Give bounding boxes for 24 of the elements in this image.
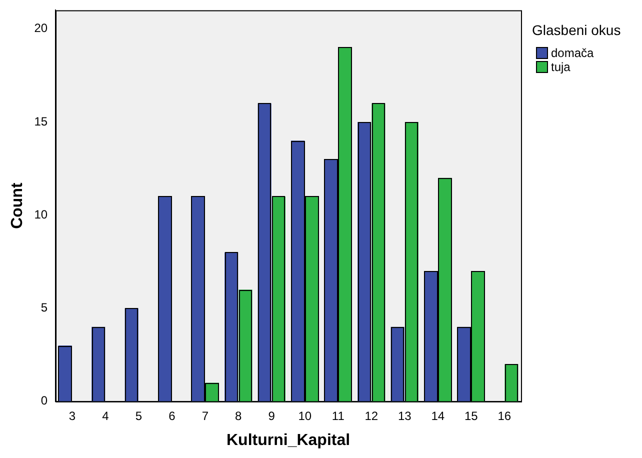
- x-tick-label: 3: [68, 408, 76, 423]
- x-tick-label: 16: [498, 408, 512, 423]
- x-tick-label: 10: [298, 408, 312, 423]
- x-axis-title: Kulturni_Kapital: [226, 432, 350, 449]
- x-tick-label: 9: [268, 408, 276, 423]
- x-tick-label: 6: [168, 408, 176, 423]
- y-tick-label: 0: [40, 394, 48, 408]
- y-tick-label: 5: [40, 300, 48, 315]
- x-tick-label: 12: [364, 408, 378, 423]
- y-axis-title: Count: [9, 182, 26, 229]
- legend-label: tuja: [551, 60, 570, 74]
- x-tick-label: 4: [102, 408, 110, 423]
- x-tick-label: 5: [135, 408, 142, 423]
- x-tick-label: 13: [398, 408, 412, 423]
- x-tick-label: 14: [431, 408, 445, 423]
- y-tick-label: 20: [34, 21, 48, 36]
- legend-title: Glasbeni okus: [532, 22, 621, 38]
- x-tick-label: 15: [464, 408, 478, 423]
- x-tick-label: 7: [202, 408, 209, 423]
- legend-label: domača: [551, 46, 594, 60]
- x-tick-label: 8: [235, 408, 242, 423]
- x-tick-label: 11: [332, 408, 345, 423]
- y-tick-label: 10: [34, 207, 48, 222]
- y-tick-label: 15: [34, 114, 48, 128]
